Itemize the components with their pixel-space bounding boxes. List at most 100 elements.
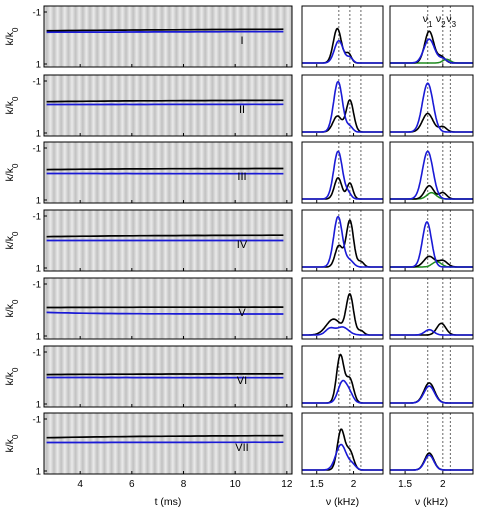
x-tick-label: 1.5 xyxy=(398,479,412,490)
black-series-line xyxy=(46,99,284,103)
black-series-line xyxy=(46,28,284,32)
time-traces xyxy=(46,306,284,315)
y-axis-label-main: k/k xyxy=(4,100,16,114)
panel-row-4: IV -1 1 k/k0 xyxy=(4,209,474,275)
density-overlay xyxy=(44,346,292,407)
time-traces xyxy=(46,372,284,379)
black-series-line xyxy=(46,234,284,238)
spectrum-frame xyxy=(301,345,384,408)
y-tick-label: -1 xyxy=(33,8,41,19)
y-tick-label: -1 xyxy=(33,212,41,223)
spectrum-frame xyxy=(389,277,474,340)
blue-series-line xyxy=(46,30,284,34)
time-panel: V -1 1 k/k0 xyxy=(4,277,293,343)
time-panel: VI -1 1 k/k0 xyxy=(4,345,293,411)
blue-series-line xyxy=(390,150,473,200)
density-background xyxy=(44,75,292,136)
peak-label: ν1 xyxy=(423,13,433,29)
y-axis-label: k/k0 xyxy=(4,96,20,114)
density-overlay xyxy=(44,75,292,136)
time-panel: I -1 1 k/k0 xyxy=(4,5,293,71)
peak-label: ν3 xyxy=(446,13,456,29)
y-axis-label-subscript: 0 xyxy=(11,163,20,168)
y-axis-label: k/k0 xyxy=(4,27,20,45)
panel-row-7: VII-11k/k04 6 8 10 12 1.5 2 1.5 2 xyxy=(4,412,474,490)
spectrum-frame xyxy=(301,74,384,137)
row-label: II xyxy=(239,104,245,116)
black-series-line xyxy=(301,293,384,336)
x-tick-label: 12 xyxy=(281,479,293,490)
spectrum-panel-mid xyxy=(301,141,384,204)
spectrum-panel-mid xyxy=(301,5,384,68)
time-panel: VII -1 1 k/k0 4 6 8 10 12 xyxy=(4,412,293,490)
spectrum-panel-right: 1.5 2 xyxy=(389,412,474,490)
y-tick-label: -1 xyxy=(33,144,41,155)
spectrum-frame xyxy=(389,209,474,272)
y-tick-label: 1 xyxy=(36,129,41,140)
y-axis-label-main: k/k xyxy=(4,371,16,385)
x-tick-label: 8 xyxy=(181,479,187,490)
peak-label-symbol: ν xyxy=(436,13,441,25)
black-series-line xyxy=(301,428,384,471)
y-tick-label: 1 xyxy=(36,400,41,411)
y-axis-label-subscript: 0 xyxy=(11,367,20,372)
y-axis-label-main: k/k xyxy=(4,167,16,181)
y-axis-label: k/k0 xyxy=(4,231,20,249)
y-tick-label: 1 xyxy=(36,264,41,275)
density-overlay xyxy=(44,278,292,339)
density-background xyxy=(44,413,292,474)
x-tick-label: 1.5 xyxy=(310,479,324,490)
black-series-line xyxy=(301,177,384,200)
blue-series-line xyxy=(46,311,284,315)
black-series-line xyxy=(390,382,473,404)
time-panel-frame xyxy=(43,5,293,68)
peak-label-symbol: ν xyxy=(423,13,428,25)
y-tick-label: 1 xyxy=(36,196,41,207)
black-series-line xyxy=(301,219,384,268)
density-overlay xyxy=(44,6,292,67)
blue-series-line xyxy=(301,215,384,268)
time-panel-frame xyxy=(43,412,293,475)
black-series-line xyxy=(46,434,284,439)
spectrum-frame xyxy=(301,141,384,204)
time-panel: II -1 1 k/k0 xyxy=(4,74,293,140)
spectrum-panel-mid xyxy=(301,277,384,340)
blue-series-line xyxy=(301,443,384,471)
y-axis-label-subscript: 0 xyxy=(11,27,20,32)
x-axis-title-freq-right: ν (kHz) xyxy=(415,496,448,508)
time-traces xyxy=(46,434,284,444)
blue-series-line xyxy=(390,221,473,268)
black-series-line xyxy=(301,353,384,404)
row-label: IV xyxy=(237,239,248,251)
y-tick-label: 1 xyxy=(36,467,41,478)
time-panel-frame xyxy=(43,209,293,272)
spectrum-panel-right xyxy=(389,277,474,340)
row-label: III xyxy=(237,171,246,183)
spectrum-frame xyxy=(389,74,474,137)
spectrum-frame xyxy=(301,5,384,68)
black-series-line xyxy=(390,255,473,268)
y-axis-label-main: k/k xyxy=(4,235,16,249)
peak-label-subscript: 1 xyxy=(428,20,433,29)
peak-label-symbol: ν xyxy=(446,13,451,25)
spectrum-frame xyxy=(301,412,384,475)
y-axis-label-main: k/k xyxy=(4,438,16,452)
y-axis-label-subscript: 0 xyxy=(11,231,20,236)
spectrum-panel-right xyxy=(389,209,474,272)
black-series-line xyxy=(390,322,473,336)
blue-series-line xyxy=(301,379,384,404)
spectrum-panel-mid xyxy=(301,209,384,272)
blue-series-line xyxy=(390,385,473,404)
density-overlay xyxy=(44,142,292,203)
row-label: I xyxy=(240,35,243,47)
time-traces xyxy=(46,167,284,175)
peak-label-subscript: 3 xyxy=(452,20,457,29)
time-panel-frame xyxy=(43,345,293,408)
black-series-line xyxy=(390,112,473,133)
black-series-line xyxy=(46,372,284,376)
x-tick-label: 10 xyxy=(230,479,242,490)
blue-series-line xyxy=(390,82,473,133)
x-tick-label: 6 xyxy=(129,479,135,490)
time-panel-frame xyxy=(43,277,293,340)
